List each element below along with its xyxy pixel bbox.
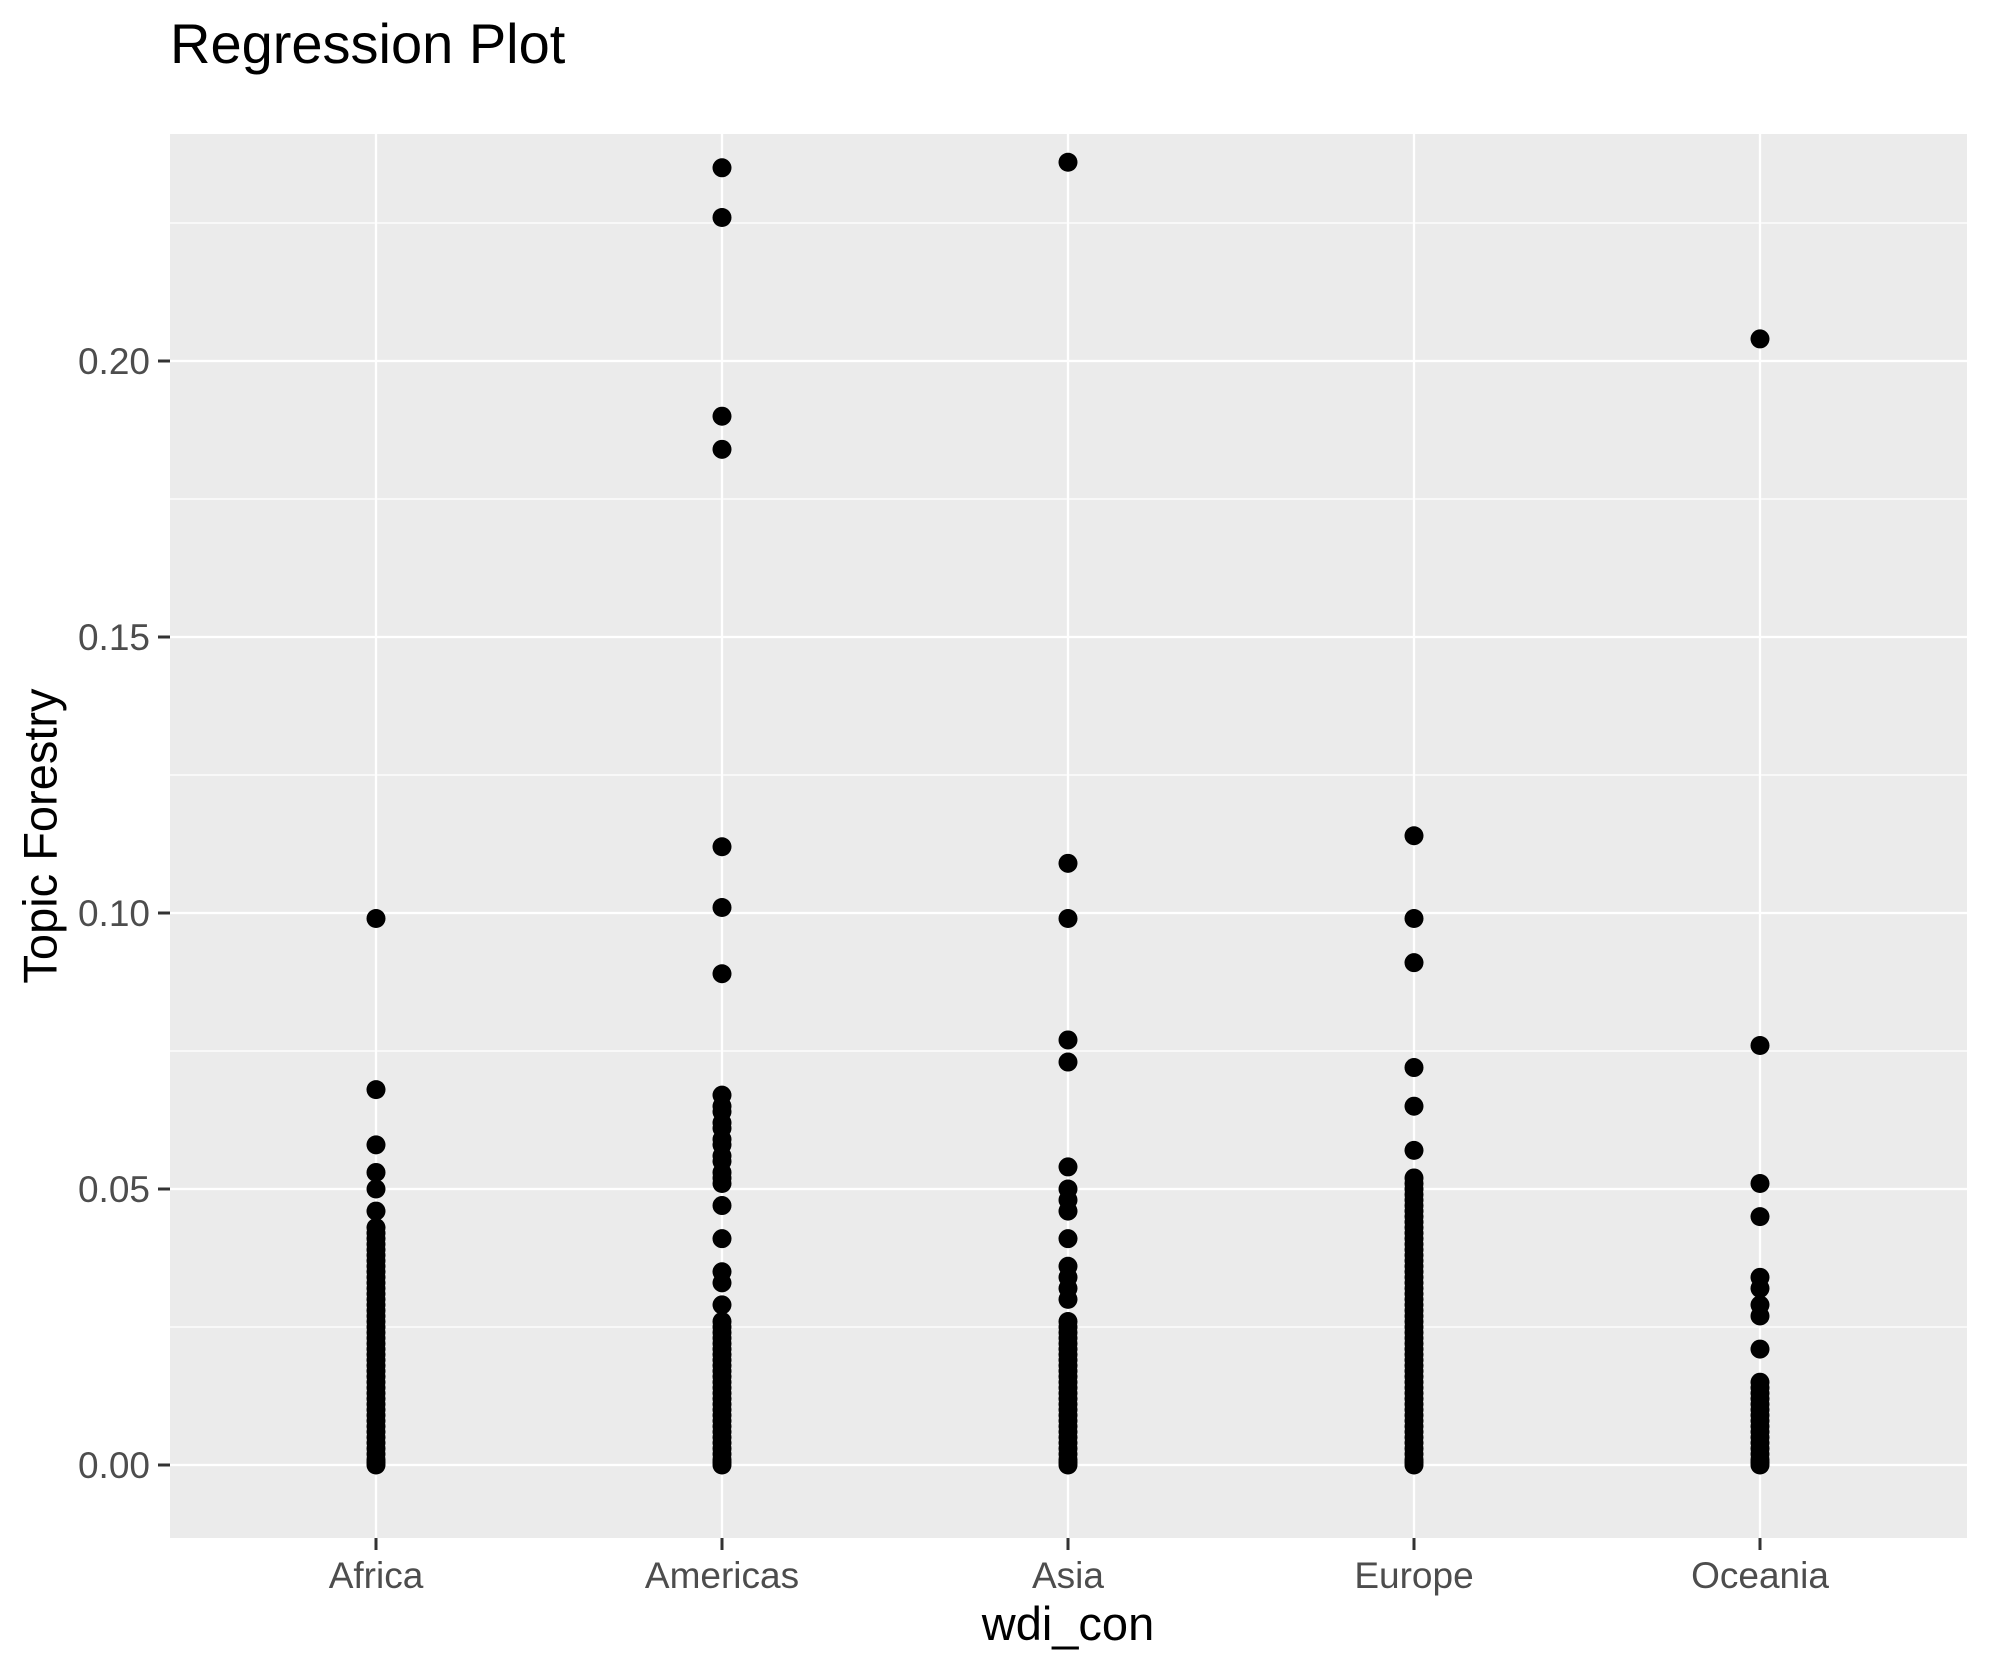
- data-point: [366, 1135, 386, 1155]
- x-tick-label: Europe: [1354, 1555, 1473, 1596]
- data-point: [712, 406, 732, 426]
- y-tick-label: 0.00: [78, 1445, 150, 1486]
- data-point: [1058, 152, 1078, 172]
- data-point: [1058, 1030, 1078, 1050]
- data-point: [1404, 1455, 1424, 1475]
- data-point: [366, 909, 386, 929]
- data-point: [366, 1201, 386, 1221]
- data-point: [712, 1273, 732, 1293]
- data-point: [712, 1455, 732, 1475]
- data-point: [1750, 1339, 1770, 1359]
- data-point: [366, 1162, 386, 1182]
- plot-title: Regression Plot: [170, 12, 566, 75]
- data-point: [1404, 1140, 1424, 1160]
- x-tick-label: Oceania: [1691, 1555, 1829, 1596]
- data-point: [1058, 1455, 1078, 1475]
- data-point: [1750, 329, 1770, 349]
- data-point: [1404, 1058, 1424, 1078]
- data-point: [712, 897, 732, 917]
- data-point: [1058, 1157, 1078, 1177]
- data-point: [1404, 953, 1424, 973]
- data-point: [712, 207, 732, 227]
- data-point: [366, 1455, 386, 1475]
- y-tick-label: 0.10: [78, 893, 150, 934]
- x-tick-label: Asia: [1032, 1555, 1104, 1596]
- data-point: [366, 1080, 386, 1100]
- data-point: [1404, 1096, 1424, 1116]
- y-tick-label: 0.15: [78, 617, 150, 658]
- x-tick-label: Africa: [329, 1555, 424, 1596]
- data-point: [712, 1173, 732, 1193]
- data-point: [712, 439, 732, 459]
- data-point: [1058, 853, 1078, 873]
- data-point: [712, 1229, 732, 1249]
- data-point: [1750, 1207, 1770, 1227]
- data-point: [1058, 1052, 1078, 1072]
- data-point: [1058, 909, 1078, 929]
- data-point: [1750, 1173, 1770, 1193]
- data-point: [1750, 1278, 1770, 1298]
- y-tick-label: 0.05: [78, 1169, 150, 1210]
- x-tick-label: Americas: [645, 1555, 799, 1596]
- data-point: [712, 1295, 732, 1315]
- x-axis-title: wdi_con: [981, 1597, 1155, 1650]
- data-point: [712, 837, 732, 857]
- data-point: [712, 1196, 732, 1216]
- y-tick-label: 0.20: [78, 341, 150, 382]
- data-point: [1750, 1455, 1770, 1475]
- data-point: [366, 1179, 386, 1199]
- data-point: [1404, 909, 1424, 929]
- data-point: [1750, 1035, 1770, 1055]
- data-point: [1404, 826, 1424, 846]
- data-point: [1058, 1201, 1078, 1221]
- data-point: [712, 964, 732, 984]
- data-point: [1058, 1229, 1078, 1249]
- data-point: [712, 158, 732, 178]
- data-point: [1750, 1306, 1770, 1326]
- data-point: [1058, 1289, 1078, 1309]
